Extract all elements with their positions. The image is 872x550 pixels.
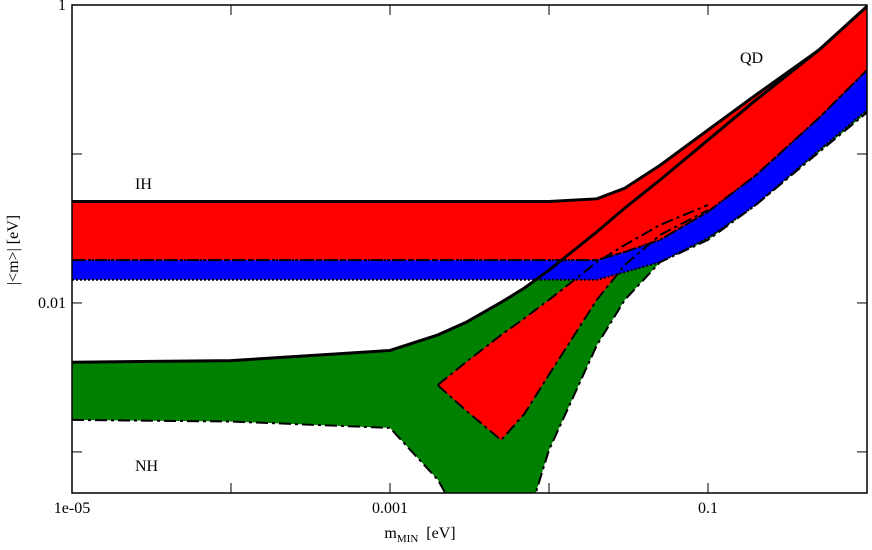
band-edge	[72, 111, 867, 493]
band-edge	[437, 203, 709, 386]
band	[72, 6, 867, 261]
band	[437, 204, 708, 441]
x-tick-label: 1e-05	[54, 500, 90, 517]
x-axis-label: mMIN [eV]	[384, 525, 455, 545]
y-tick-label: 0.01	[38, 295, 66, 312]
x-tick-label: 0.1	[698, 500, 718, 517]
plot-frame	[71, 4, 868, 494]
band-edge	[72, 5, 867, 203]
annotation: QD	[740, 50, 763, 67]
plot-area	[72, 5, 867, 493]
annotation: IH	[135, 176, 152, 193]
band-edge	[72, 109, 867, 281]
x-axis-label-sub: MIN	[397, 533, 418, 545]
x-axis-label-unit: [eV]	[426, 525, 455, 542]
x-tick-label: 0.001	[372, 500, 408, 517]
band-edge	[72, 69, 867, 262]
annotation: NH	[135, 458, 159, 475]
band-edge	[72, 5, 867, 364]
band	[72, 6, 867, 493]
x-axis-label-main: m	[384, 525, 397, 542]
y-axis-label: |<m>| [eV]	[5, 215, 22, 285]
y-tick-label: 1	[58, 0, 66, 14]
